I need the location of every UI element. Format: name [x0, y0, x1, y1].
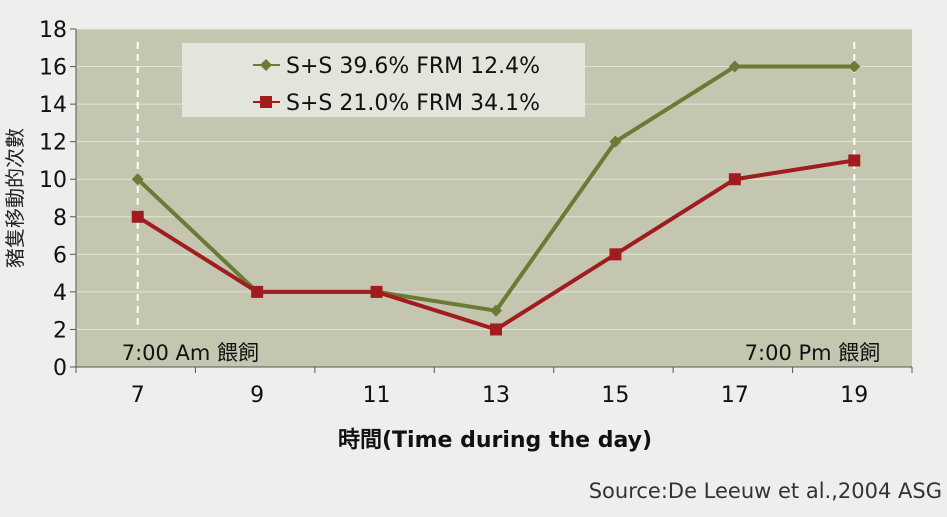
- x-tick-label: 11: [363, 383, 391, 408]
- y-tick-label: 6: [53, 243, 67, 268]
- data-point: [131, 173, 144, 186]
- x-tick-label: 13: [482, 383, 510, 408]
- y-tick-label: 4: [53, 281, 67, 306]
- legend-box: [182, 43, 585, 117]
- data-point: [131, 210, 144, 223]
- x-tick-label: 7: [131, 383, 145, 408]
- x-axis-label: 時間(Time during the day): [338, 428, 652, 453]
- y-tick-label: 8: [53, 206, 67, 231]
- legend-marker: [260, 59, 272, 71]
- data-point: [848, 154, 861, 167]
- x-tick-label: 19: [840, 383, 868, 408]
- feeding-annotation: 7:00 Pm 餵飼: [745, 341, 881, 365]
- data-point: [728, 60, 741, 73]
- y-tick-label: 0: [53, 356, 67, 381]
- data-point: [609, 135, 622, 148]
- data-point: [490, 304, 502, 317]
- feeding-annotation: 7:00 Am 餵飼: [122, 341, 259, 365]
- legend-marker: [260, 96, 272, 108]
- y-axis-label: 豬隻移動的次數: [3, 128, 27, 268]
- y-tick-label: 2: [53, 318, 67, 343]
- source-note: Source:De Leeuw et al.,2004 ASG: [589, 479, 942, 503]
- data-point: [848, 60, 861, 73]
- x-tick-label: 17: [721, 383, 749, 408]
- data-point: [490, 323, 502, 336]
- legend-label: S+S 39.6% FRM 12.4%: [286, 54, 540, 79]
- x-tick-label: 9: [250, 383, 264, 408]
- y-tick-label: 10: [39, 168, 67, 193]
- data-point: [728, 173, 741, 186]
- y-tick-label: 12: [39, 131, 67, 156]
- x-tick-label: 15: [601, 383, 629, 408]
- y-tick-label: 16: [39, 56, 67, 81]
- data-point: [609, 248, 622, 261]
- data-point: [370, 285, 383, 298]
- legend-label: S+S 21.0% FRM 34.1%: [286, 91, 540, 116]
- y-tick-label: 14: [39, 93, 67, 118]
- data-point: [251, 285, 264, 298]
- y-tick-label: 18: [39, 18, 67, 43]
